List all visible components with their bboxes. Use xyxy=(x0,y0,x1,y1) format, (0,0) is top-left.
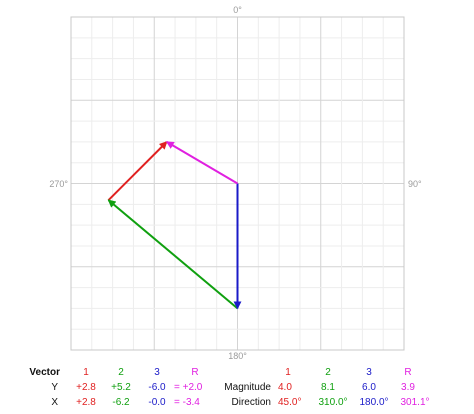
header-mag-2: 2 xyxy=(325,367,331,378)
resultant-arrow xyxy=(165,141,239,185)
compass-south-label: 180° xyxy=(228,351,247,361)
header-mag-1: 1 xyxy=(285,367,291,378)
header-vector-r: R xyxy=(191,367,198,378)
direction-r: 301.1° xyxy=(400,397,429,408)
header-mag-r: R xyxy=(404,367,411,378)
vector-table: Vector 1 2 3 R 1 2 3 R Y +2.8 +5.2 -6.0 … xyxy=(29,367,429,408)
x-value-r: = -3.4 xyxy=(174,397,200,408)
magnitude-label: Magnitude xyxy=(224,382,271,393)
x-value-1: +2.8 xyxy=(76,397,96,408)
header-vector-1: 1 xyxy=(83,367,89,378)
vector-2-arrow xyxy=(107,199,239,310)
compass-east-label: 90° xyxy=(408,179,422,189)
compass-north-label: 0° xyxy=(233,5,242,15)
y-value-1: +2.8 xyxy=(76,382,96,393)
grid-frame xyxy=(70,16,405,351)
x-value-2: -6.2 xyxy=(112,397,130,408)
magnitude-r: 3.9 xyxy=(401,382,415,393)
direction-label: Direction xyxy=(232,397,271,408)
direction-2: 310.0° xyxy=(318,397,347,408)
header-mag-3: 3 xyxy=(366,367,372,378)
x-value-3: -0.0 xyxy=(148,397,166,408)
magnitude-1: 4.0 xyxy=(278,382,292,393)
direction-3: 180.0° xyxy=(359,397,388,408)
magnitude-3: 6.0 xyxy=(362,382,376,393)
header-vector-2: 2 xyxy=(118,367,124,378)
y-row-label: Y xyxy=(51,382,58,393)
compass-west-label: 270° xyxy=(49,179,68,189)
header-vector-3: 3 xyxy=(154,367,160,378)
direction-1: 45.0° xyxy=(278,397,301,408)
vector-arrows xyxy=(107,141,242,310)
x-row-label: X xyxy=(51,397,58,408)
vector-1-arrow xyxy=(107,141,168,201)
y-value-3: -6.0 xyxy=(148,382,166,393)
magnitude-2: 8.1 xyxy=(321,382,335,393)
vector-header-label: Vector xyxy=(29,367,60,378)
y-value-2: +5.2 xyxy=(111,382,131,393)
y-value-r: = +2.0 xyxy=(174,382,203,393)
